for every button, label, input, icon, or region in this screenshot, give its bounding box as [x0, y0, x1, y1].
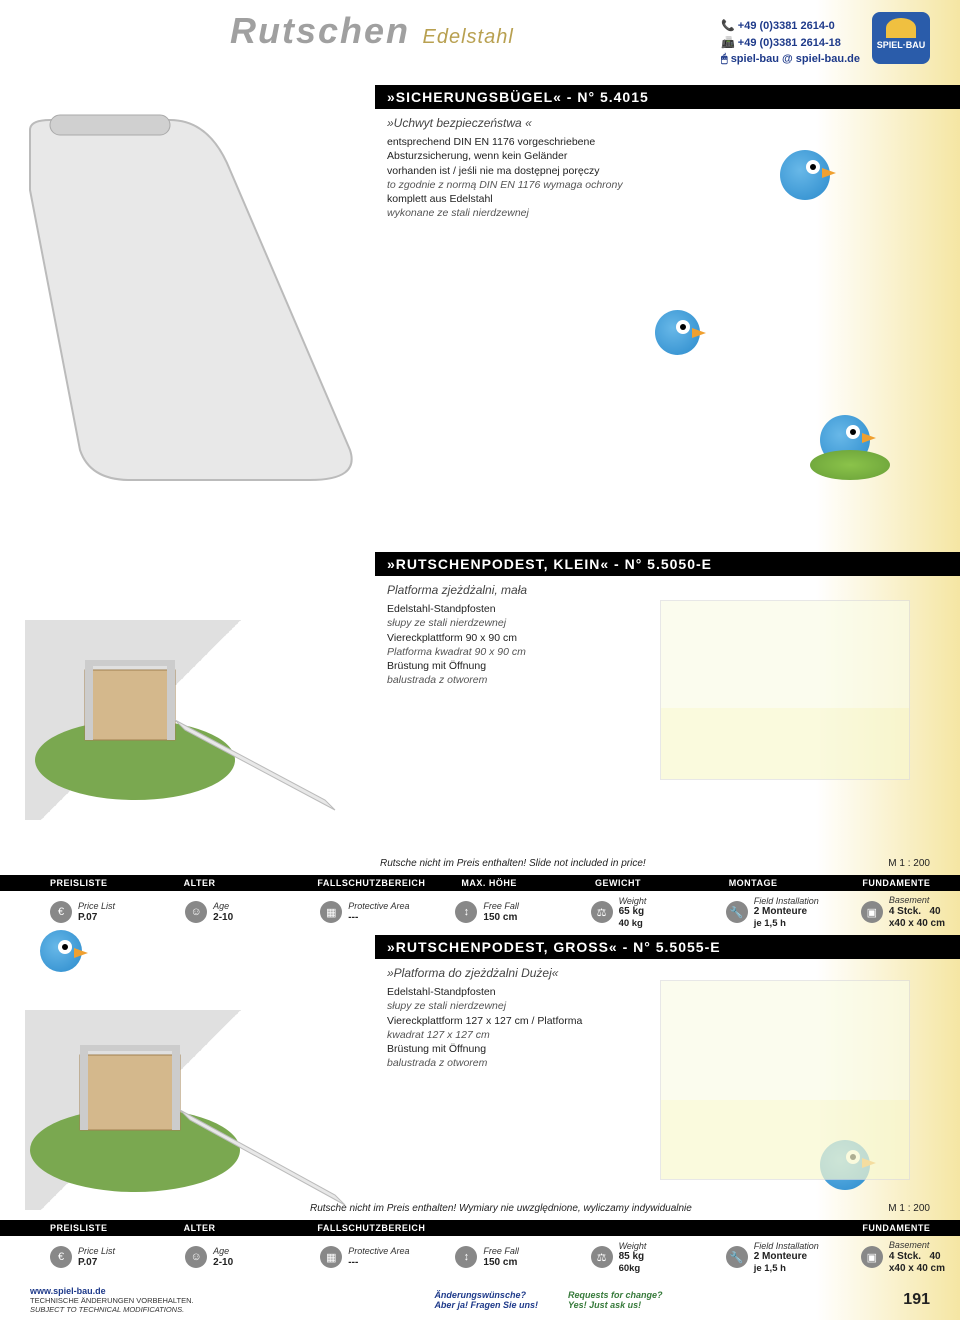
euro-icon: €: [50, 1246, 72, 1268]
subtitle: »Uchwyt bezpieczeństwa «: [387, 115, 763, 131]
col-hoehe: [425, 1223, 559, 1233]
col-fallschutz: FALLSCHUTZBEREICH: [281, 878, 425, 888]
price-note: Rutsche nicht im Preis enthalten! Slide …: [380, 858, 646, 869]
col-montage: MONTAGE: [693, 878, 827, 888]
product-title-2: »RUTSCHENPODEST, KLEIN« - N° 5.5050-E: [375, 552, 960, 576]
subtitle: »Platforma do zjeżdżalni Dużej«: [387, 965, 763, 981]
techical-diagram-2: [660, 600, 910, 780]
footer-left: www.spiel-bau.de TECHNISCHE ÄNDERUNGEN V…: [30, 1286, 194, 1314]
footer-q1a: Änderungswünsche?: [434, 1290, 538, 1300]
brand-name: Rutschen: [230, 10, 410, 52]
col-preisliste: PREISLISTE: [0, 878, 148, 888]
spec-data-row: €Price ListP.07 ☺Age2-10 ▦Protective Are…: [0, 891, 960, 934]
euro-icon: €: [50, 901, 72, 923]
footer-q2a: Requests for change?: [568, 1290, 663, 1300]
subtitle: Platforma zjeżdżalni, mała: [387, 582, 763, 598]
podest-large-illustration: [25, 1010, 365, 1210]
install-icon: 🔧: [726, 1246, 748, 1268]
footer-tech1: TECHNISCHE ÄNDERUNGEN VORBEHALTEN.: [30, 1296, 194, 1305]
area-icon: ▦: [320, 901, 342, 923]
col-preisliste: PREISLISTE: [0, 1223, 148, 1233]
footer-questions: Änderungswünsche? Aber ja! Fragen Sie un…: [434, 1290, 662, 1310]
weight-icon: ⚖: [591, 901, 613, 923]
page-footer: www.spiel-bau.de TECHNISCHE ÄNDERUNGEN V…: [0, 1280, 960, 1320]
company-logo: SPIEL·BAU: [872, 12, 930, 64]
product-desc-1: »Uchwyt bezpieczeństwa « entsprechend DI…: [375, 109, 775, 230]
col-fallschutz: FALLSCHUTZBEREICH: [281, 1223, 425, 1233]
scale-label-3: M 1 : 200: [888, 1203, 930, 1214]
bird-mascot-icon: [655, 310, 700, 355]
scale-label: M 1 : 200: [888, 858, 930, 869]
footer-q1b: Aber ja! Fragen Sie uns!: [434, 1300, 538, 1310]
col-hoehe: MAX. HÖHE: [425, 878, 559, 888]
product-title-1: »SICHERUNGSBÜGEL« - N° 5.4015: [375, 85, 960, 109]
product-title-3: »RUTSCHENPODEST, GROSS« - N° 5.5055-E: [375, 935, 960, 959]
footer-tech2: SUBJECT TO TECHNICAL MODIFICATIONS.: [30, 1305, 194, 1314]
slide-illustration: [10, 110, 370, 490]
email: spiel-bau @ spiel-bau.de: [731, 53, 860, 65]
col-fundamente: FUNDAMENTE: [826, 1223, 960, 1233]
podest-small-illustration: [25, 620, 365, 820]
grass-icon: [810, 450, 890, 480]
price-note-3: Rutsche nicht im Preis enthalten! Wymiar…: [310, 1203, 692, 1214]
contact-info: 📞 +49 (0)3381 2614-0 📠 +49 (0)3381 2614-…: [721, 18, 860, 68]
phone-2: +49 (0)3381 2614-18: [738, 37, 841, 49]
bird-mascot-icon: [40, 930, 82, 972]
brand-subtitle: Edelstahl: [422, 26, 513, 48]
install-icon: 🔧: [726, 901, 748, 923]
spec-header-row: PREISLISTE ALTER FALLSCHUTZBEREICH MAX. …: [0, 875, 960, 891]
spec-data-row: €Price ListP.07 ☺Age2-10 ▦Protective Are…: [0, 1236, 960, 1279]
page-number: 191: [903, 1291, 930, 1309]
phone-1: +49 (0)3381 2614-0: [738, 20, 835, 32]
col-montage: [693, 1223, 827, 1233]
col-alter: ALTER: [148, 1223, 282, 1233]
spec-table-2: PREISLISTE ALTER FALLSCHUTZBEREICH FUNDA…: [0, 1220, 960, 1278]
col-alter: ALTER: [148, 878, 282, 888]
col-gewicht: GEWICHT: [559, 878, 693, 888]
spec-header-row: PREISLISTE ALTER FALLSCHUTZBEREICH FUNDA…: [0, 1220, 960, 1236]
basement-icon: ▣: [861, 1246, 883, 1268]
area-icon: ▦: [320, 1246, 342, 1268]
footer-q2b: Yes! Just ask us!: [568, 1300, 663, 1310]
basement-icon: ▣: [861, 901, 883, 923]
age-icon: ☺: [185, 901, 207, 923]
col-gewicht: [559, 1223, 693, 1233]
product-section-1: »SICHERUNGSBÜGEL« - N° 5.4015 »Uchwyt be…: [375, 85, 960, 230]
weight-icon: ⚖: [591, 1246, 613, 1268]
col-fundamente: FUNDAMENTE: [826, 878, 960, 888]
footer-url: www.spiel-bau.de: [30, 1286, 194, 1296]
detail-text: entsprechend DIN EN 1176 vorgeschriebene…: [387, 135, 763, 220]
spec-table-1: PREISLISTE ALTER FALLSCHUTZBEREICH MAX. …: [0, 875, 960, 933]
height-icon: ↕: [455, 901, 477, 923]
technical-diagram-3: [660, 980, 910, 1180]
age-icon: ☺: [185, 1246, 207, 1268]
height-icon: ↕: [455, 1246, 477, 1268]
page-header: Rutschen Edelstahl 📞 +49 (0)3381 2614-0 …: [0, 0, 960, 80]
